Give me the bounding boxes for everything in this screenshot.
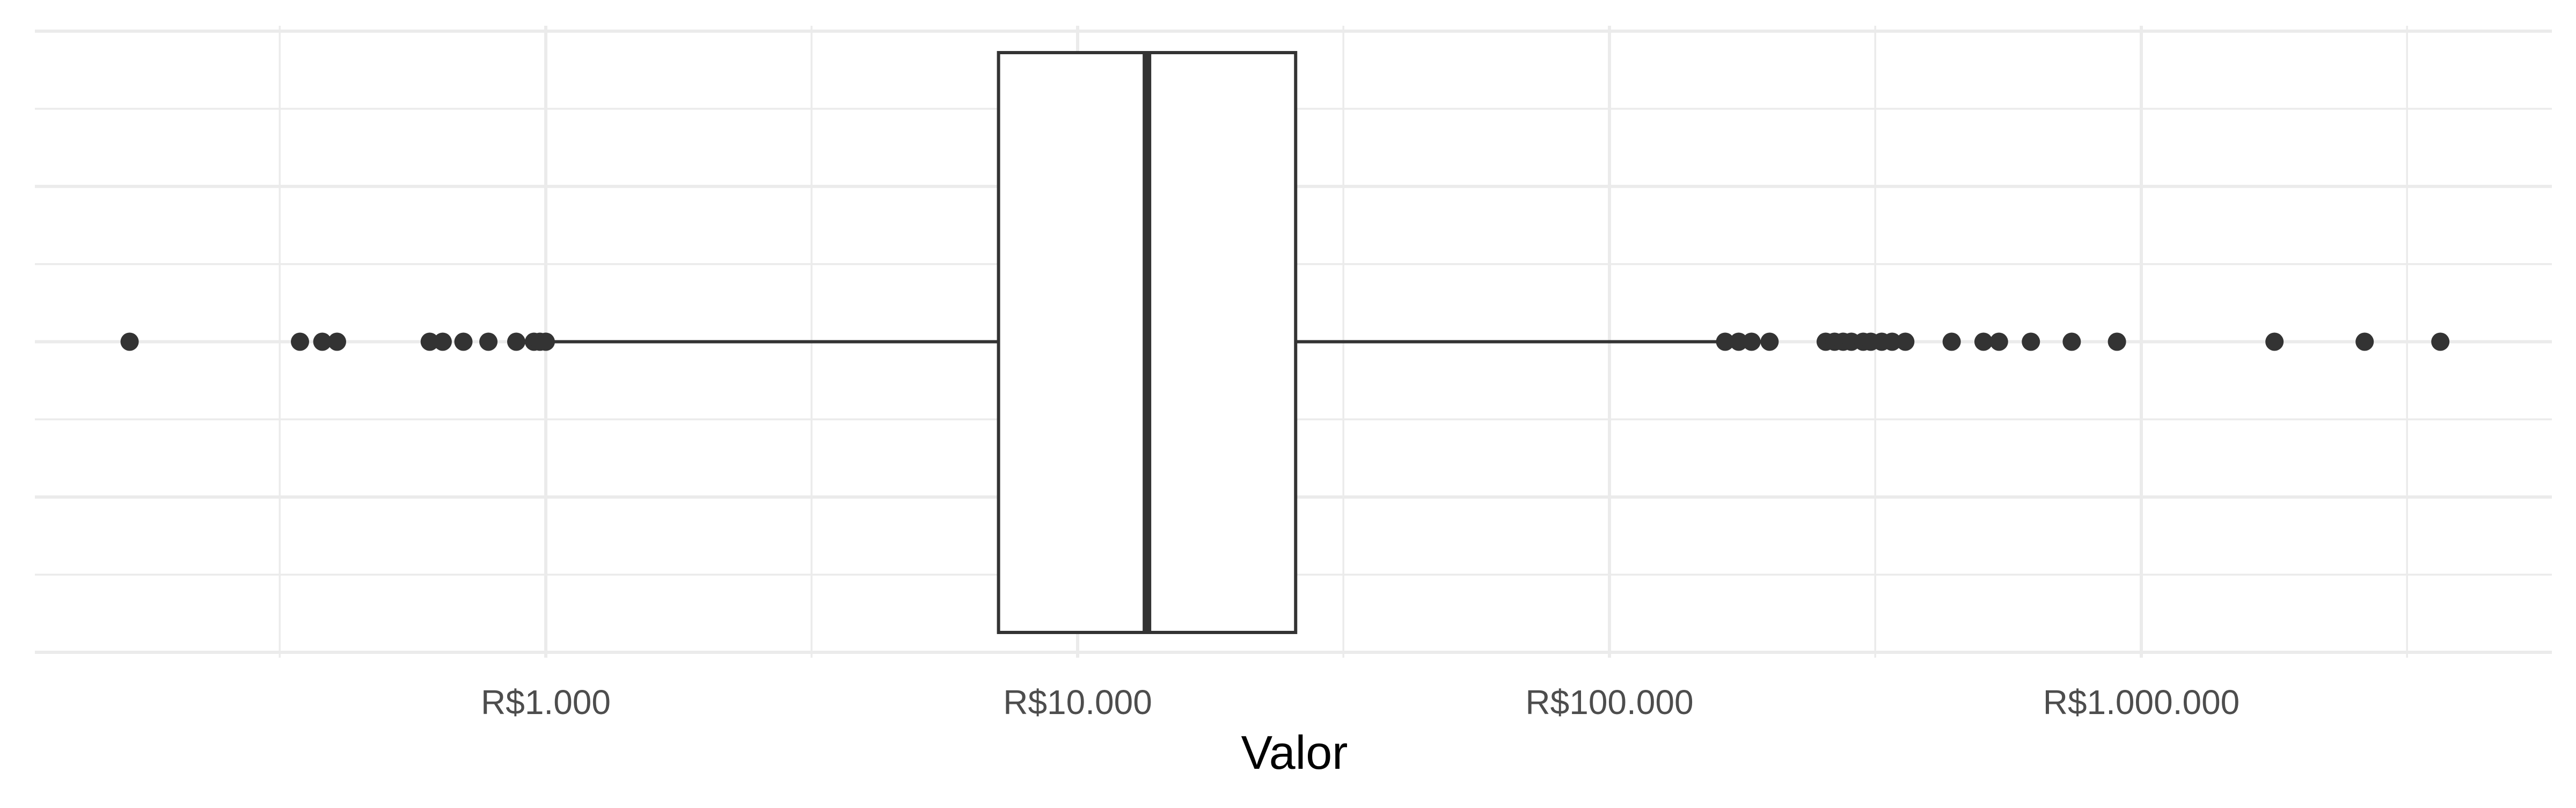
outlier-point [2062, 332, 2081, 351]
outlier-point [290, 332, 309, 351]
outlier-point [420, 332, 439, 351]
outlier-point [537, 332, 555, 351]
outlier-point [1716, 332, 1735, 351]
outlier-point [1729, 332, 1748, 351]
outlier-point [1942, 332, 1961, 351]
outlier-point [1760, 332, 1779, 351]
outlier-point [2431, 332, 2450, 351]
outlier-point [479, 332, 498, 351]
x-tick-label: R$1.000 [481, 683, 611, 722]
outlier-point [1974, 332, 1993, 351]
outlier-point [120, 332, 139, 351]
x-tick-label: R$100.000 [1525, 683, 1693, 722]
outlier-point [1896, 332, 1915, 351]
x-tick-label: R$10.000 [1003, 683, 1152, 722]
outlier-point [313, 332, 332, 351]
outlier-point [1883, 332, 1901, 351]
outlier-point [2355, 332, 2374, 351]
outlier-point [1989, 332, 2008, 351]
outlier-point [327, 332, 346, 351]
outlier-points [120, 332, 2450, 351]
x-axis-title: Valor [1241, 726, 1348, 779]
outlier-point [2022, 332, 2040, 351]
outlier-point [507, 332, 525, 351]
outlier-point [454, 332, 473, 351]
outlier-point [2265, 332, 2284, 351]
x-axis-tick-labels: R$1.000 R$10.000 R$100.000 R$1.000.000 [481, 683, 2240, 722]
outlier-point [433, 332, 452, 351]
x-tick-label: R$1.000.000 [2043, 683, 2240, 722]
outlier-point [2107, 332, 2126, 351]
outlier-point [1742, 332, 1761, 351]
box-layer [546, 51, 1725, 634]
